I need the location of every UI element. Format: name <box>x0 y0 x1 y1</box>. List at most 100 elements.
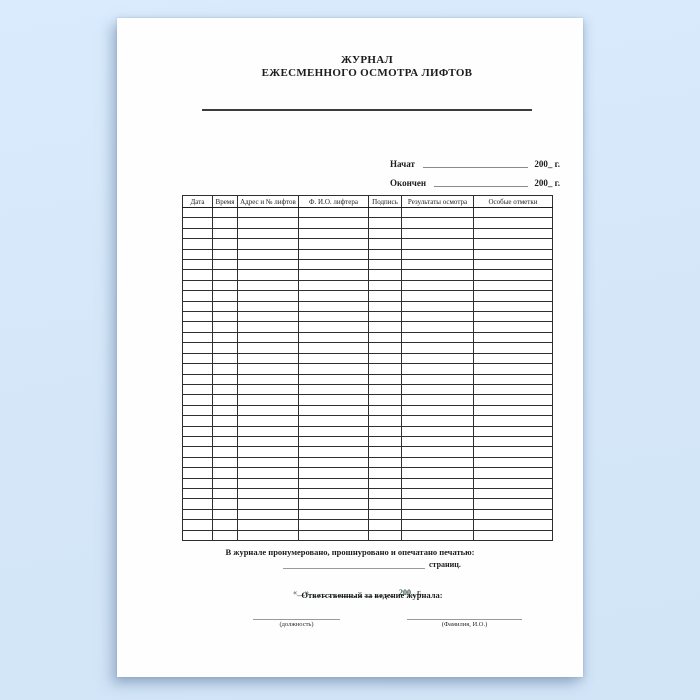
table-cell <box>298 217 369 229</box>
table-row <box>182 487 553 500</box>
table-cell <box>182 467 213 479</box>
table-header: Дата Время Адрес и № лифтов Ф. И.О. лифтера… <box>182 195 553 208</box>
table-row <box>182 206 553 219</box>
position-signature-line <box>253 603 340 620</box>
table-cell <box>237 290 299 302</box>
position-caption: (должность) <box>279 621 314 628</box>
seal-date-year: 200_ г. <box>399 588 422 597</box>
table-row <box>182 352 553 365</box>
table-cell <box>401 519 474 531</box>
started-year-text: 200_ г. <box>534 159 560 169</box>
table-cell <box>212 352 238 365</box>
table-cell <box>473 279 553 292</box>
table-cell <box>182 373 213 385</box>
table-cell <box>473 206 553 219</box>
table-cell <box>401 467 474 479</box>
table-cell <box>237 425 299 437</box>
table-row <box>182 467 553 479</box>
table-cell <box>298 321 369 333</box>
table-cell <box>401 529 474 542</box>
table-cell <box>212 300 238 313</box>
table-cell <box>182 248 213 261</box>
table-cell <box>401 487 474 500</box>
table-cell <box>212 342 238 354</box>
table-cell <box>368 487 402 500</box>
table-cell <box>401 383 474 396</box>
table-cell <box>401 425 474 437</box>
table-row <box>182 456 553 469</box>
table-cell <box>212 529 238 542</box>
table-cell <box>473 487 553 500</box>
table-cell <box>237 363 299 375</box>
table-cell <box>212 259 238 271</box>
table-cell <box>298 248 369 261</box>
table-cell <box>182 238 213 250</box>
table-cell <box>237 217 299 229</box>
table-cell <box>237 446 299 458</box>
table-cell <box>237 415 299 427</box>
table-cell <box>182 446 213 458</box>
table-cell <box>298 477 369 489</box>
table-cell <box>298 269 369 281</box>
table-cell <box>212 508 238 521</box>
journal-title: ЖУРНАЛ ЕЖЕСМЕННОГО ОСМОТРА ЛИФТОВ <box>182 54 552 80</box>
table-row <box>182 300 553 313</box>
table-cell <box>237 404 299 417</box>
table-cell <box>298 487 369 500</box>
table-header-cell: Адрес и № лифтов <box>237 195 299 208</box>
table-cell <box>182 321 213 333</box>
table-cell <box>401 456 474 469</box>
table-row <box>182 217 553 229</box>
table-cell <box>368 331 402 344</box>
table-cell <box>368 269 402 281</box>
table-cell <box>473 446 553 458</box>
table-row <box>182 363 553 375</box>
journal-finished-row: Окончен 200_ г. <box>390 177 560 189</box>
table-cell <box>401 248 474 261</box>
table-cell <box>401 394 474 406</box>
table-cell <box>182 394 213 406</box>
table-cell <box>237 311 299 323</box>
table-cell <box>237 394 299 406</box>
table-cell <box>401 435 474 448</box>
table-cell <box>237 519 299 531</box>
journal-started-row: Начат 200_ г. <box>390 158 560 170</box>
table-cell <box>212 269 238 281</box>
table-cell <box>298 529 369 542</box>
table-cell <box>368 425 402 437</box>
table-cell <box>182 477 213 489</box>
table-cell <box>401 404 474 417</box>
table-row <box>182 477 553 489</box>
table-cell <box>182 217 213 229</box>
table-cell <box>298 467 369 479</box>
table-cell <box>298 435 369 448</box>
table-cell <box>212 311 238 323</box>
table-cell <box>298 456 369 469</box>
table-cell <box>368 383 402 396</box>
table-cell <box>368 238 402 250</box>
table-cell <box>182 342 213 354</box>
table-cell <box>473 238 553 250</box>
table-cell <box>401 331 474 344</box>
table-row <box>182 394 553 406</box>
table-cell <box>473 217 553 229</box>
table-cell <box>368 259 402 271</box>
pages-label: страниц. <box>429 560 461 569</box>
table-cell <box>401 206 474 219</box>
table-cell <box>237 435 299 448</box>
table-cell <box>237 352 299 365</box>
table-cell <box>237 498 299 510</box>
journal-title-line2: ЕЖЕСМЕННОГО ОСМОТРА ЛИФТОВ <box>261 67 473 79</box>
table-row <box>182 290 553 302</box>
table-cell <box>237 383 299 396</box>
table-cell <box>401 352 474 365</box>
table-cell <box>237 269 299 281</box>
table-cell <box>212 467 238 479</box>
table-cell <box>298 352 369 365</box>
finished-blank-line <box>434 177 529 187</box>
table-cell <box>298 425 369 437</box>
table-cell <box>182 456 213 469</box>
table-cell <box>182 498 213 510</box>
seal-date-row: «__» 200_ г. <box>293 588 422 597</box>
table-cell <box>368 477 402 489</box>
